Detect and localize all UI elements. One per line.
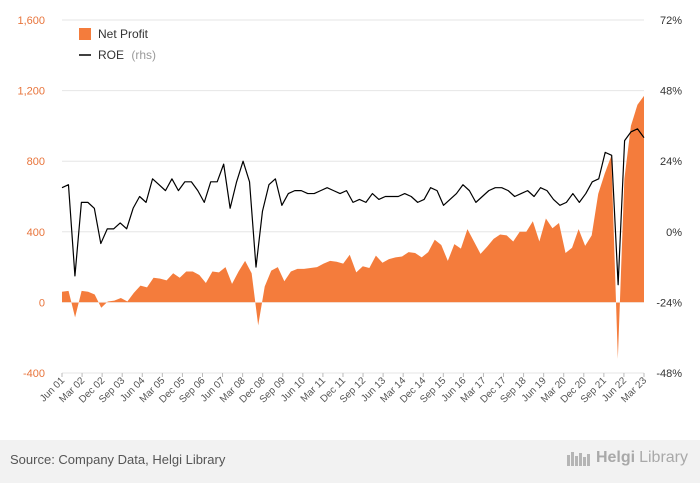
right-tick-label: -24% bbox=[656, 297, 682, 309]
left-tick-label: 400 bbox=[27, 227, 45, 239]
legend: Net Profit ROE (rhs) bbox=[79, 27, 156, 62]
library-icon bbox=[566, 452, 590, 466]
right-tick-label: 0% bbox=[666, 227, 682, 239]
legend-label-net-profit: Net Profit bbox=[98, 27, 149, 41]
left-tick-label: 1,200 bbox=[17, 86, 45, 98]
right-tick-label: 24% bbox=[660, 156, 682, 168]
brand-name-library: Library bbox=[639, 449, 688, 466]
roe-line-shape bbox=[61, 128, 645, 286]
legend-roe-name: ROE bbox=[98, 48, 124, 62]
right-tick-label: 72% bbox=[660, 15, 682, 27]
left-axis: 1,600 1,200 800 400 0 -400 bbox=[17, 15, 45, 380]
source-text: Source: Company Data, Helgi Library bbox=[10, 452, 226, 467]
net-profit-area-shape bbox=[62, 95, 644, 359]
legend-roe-sub: (rhs) bbox=[131, 48, 156, 62]
roe-line bbox=[61, 128, 645, 286]
left-tick-label: -400 bbox=[23, 368, 45, 380]
legend-label-roe: ROE (rhs) bbox=[98, 48, 156, 62]
footer: Source: Company Data, Helgi Library Helg… bbox=[0, 440, 700, 483]
legend-swatch-net-profit bbox=[79, 28, 91, 40]
right-tick-label: 48% bbox=[660, 86, 682, 98]
left-tick-label: 1,600 bbox=[17, 15, 45, 27]
chart: 1,600 1,200 800 400 0 -400 72% 48% 24% 0% -24% -48… bbox=[17, 15, 682, 406]
right-axis: 72% 48% 24% 0% -24% -48% bbox=[656, 15, 682, 380]
net-profit-area bbox=[62, 95, 644, 359]
brand-logo: Helgi Library bbox=[566, 449, 688, 467]
brand-name-helgi: Helgi bbox=[595, 449, 636, 466]
gridlines bbox=[62, 19, 644, 374]
right-tick-label: -48% bbox=[656, 368, 682, 380]
left-tick-label: 0 bbox=[39, 297, 45, 309]
left-tick-label: 800 bbox=[27, 156, 45, 168]
